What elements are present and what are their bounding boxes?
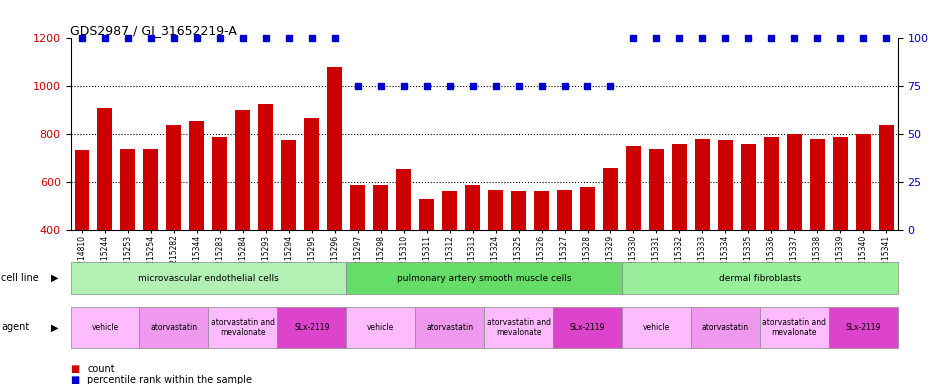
Bar	[351, 185, 365, 326]
Bar	[235, 111, 250, 326]
Text: ▶: ▶	[51, 273, 58, 283]
Bar	[212, 137, 227, 326]
Bar	[833, 137, 848, 326]
Bar	[373, 185, 388, 326]
Bar	[281, 141, 296, 326]
Bar	[327, 67, 342, 326]
Text: pulmonary artery smooth muscle cells: pulmonary artery smooth muscle cells	[397, 273, 572, 283]
Bar	[396, 169, 411, 326]
Bar	[787, 134, 802, 326]
Text: dermal fibroblasts: dermal fibroblasts	[719, 273, 801, 283]
Bar	[442, 191, 457, 326]
Bar	[258, 104, 274, 326]
Bar	[189, 121, 204, 326]
Bar	[695, 139, 710, 326]
Text: agent: agent	[1, 322, 29, 333]
Text: atorvastatin: atorvastatin	[702, 323, 749, 332]
Bar	[626, 146, 641, 326]
Text: SLx-2119: SLx-2119	[570, 323, 605, 332]
Text: cell line: cell line	[1, 273, 39, 283]
Text: SLx-2119: SLx-2119	[294, 323, 329, 332]
Text: vehicle: vehicle	[643, 323, 670, 332]
Bar	[98, 108, 113, 326]
Text: ▶: ▶	[51, 322, 58, 333]
Bar	[120, 149, 135, 326]
Text: atorvastatin and
mevalonate: atorvastatin and mevalonate	[762, 318, 826, 337]
Bar	[305, 118, 320, 326]
Bar	[465, 185, 480, 326]
Bar	[809, 139, 824, 326]
Bar	[649, 149, 664, 326]
Bar	[166, 125, 181, 326]
Text: vehicle: vehicle	[368, 323, 394, 332]
Bar	[764, 137, 778, 326]
Text: percentile rank within the sample: percentile rank within the sample	[87, 375, 253, 384]
Bar	[879, 125, 894, 326]
Text: GDS2987 / GI_31652219-A: GDS2987 / GI_31652219-A	[70, 24, 238, 37]
Bar	[672, 144, 687, 326]
Bar	[580, 187, 595, 326]
Text: SLx-2119: SLx-2119	[846, 323, 881, 332]
Bar	[511, 191, 526, 326]
Text: ■: ■	[70, 364, 80, 374]
Bar	[488, 190, 503, 326]
Bar	[419, 199, 434, 326]
Bar	[603, 168, 618, 326]
Bar	[534, 191, 549, 326]
Bar	[74, 150, 89, 326]
Text: count: count	[87, 364, 115, 374]
Text: microvascular endothelial cells: microvascular endothelial cells	[138, 273, 279, 283]
Text: atorvastatin: atorvastatin	[150, 323, 197, 332]
Bar	[144, 149, 158, 326]
Bar	[718, 141, 733, 326]
Text: vehicle: vehicle	[91, 323, 118, 332]
Text: atorvastatin: atorvastatin	[426, 323, 473, 332]
Bar	[557, 190, 572, 326]
Bar	[741, 144, 756, 326]
Text: ■: ■	[70, 375, 80, 384]
Text: atorvastatin and
mevalonate: atorvastatin and mevalonate	[211, 318, 274, 337]
Text: atorvastatin and
mevalonate: atorvastatin and mevalonate	[487, 318, 551, 337]
Bar	[855, 134, 870, 326]
